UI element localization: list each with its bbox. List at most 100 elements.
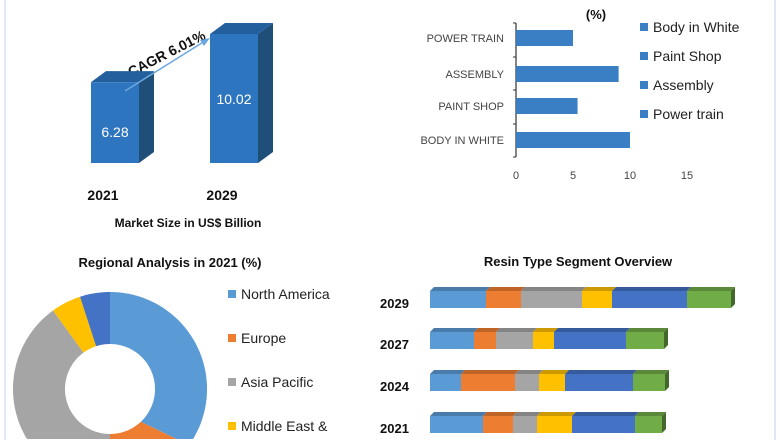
- donut-title: Regional Analysis in 2021 (%): [78, 255, 261, 270]
- x-tick-label: 15: [681, 170, 693, 182]
- segment-top: [430, 412, 487, 416]
- segment-2029-2: [486, 291, 521, 308]
- segment-side: [731, 287, 735, 308]
- bar-2021: [91, 82, 139, 163]
- market-size-chart: CAGR 6.01% Market Size in US$ Billion 6.…: [87, 23, 273, 230]
- year-label: 2029: [206, 187, 237, 203]
- segment-side: [662, 412, 666, 433]
- segment-top: [612, 287, 691, 291]
- segment-2029-6: [687, 291, 731, 308]
- legend-item: Body in White: [653, 19, 740, 35]
- legend-item: Paint Shop: [653, 48, 722, 64]
- bar-2029: [210, 34, 258, 163]
- segment-top: [537, 412, 576, 416]
- segment-top: [474, 328, 500, 332]
- legend-item: North America: [241, 286, 330, 302]
- donut-slice-middle-east-: [53, 296, 97, 353]
- hbar-title: (%): [586, 7, 606, 22]
- segment-2027-3: [496, 332, 533, 349]
- year-label: 2027: [380, 337, 409, 352]
- segment-2029-3: [521, 291, 582, 308]
- segment-side: [665, 370, 669, 391]
- segment-top: [483, 412, 517, 416]
- segment-2021-4: [537, 416, 572, 433]
- segment-2027-6: [626, 332, 664, 349]
- segment-2021-5: [572, 416, 635, 433]
- segment-top: [486, 287, 525, 291]
- legend-swatch: [640, 81, 648, 89]
- segment-2021-3: [513, 416, 537, 433]
- legend-swatch: [228, 378, 236, 386]
- legend-swatch: [640, 23, 648, 31]
- legend-item: Europe: [241, 330, 286, 346]
- segment-top: [687, 287, 735, 291]
- year-label: 2024: [380, 379, 410, 394]
- category-label: ASSEMBLY: [446, 69, 505, 81]
- segment-2024-6: [633, 374, 665, 391]
- segment-2027-4: [533, 332, 554, 349]
- segment-2021-2: [483, 416, 513, 433]
- segment-2021-1: [430, 416, 483, 433]
- bar-value-label: 10.02: [216, 91, 251, 107]
- resin-segment-chart: Resin Type Segment Overview 2029 2027 2024…: [380, 254, 735, 436]
- segment-2024-2: [461, 374, 515, 391]
- process-share-chart: (%) POWER TRAIN ASSEMBLY PAINT SHOP BODY IN…: [420, 7, 739, 182]
- legend-item: Asia Pacific: [241, 374, 313, 390]
- segment-2024-4: [539, 374, 565, 391]
- resin-title: Resin Type Segment Overview: [484, 254, 673, 269]
- segment-top: [515, 370, 543, 374]
- segment-top: [430, 328, 478, 332]
- segment-top: [513, 412, 541, 416]
- bar-top: [91, 71, 154, 83]
- category-label: POWER TRAIN: [427, 33, 504, 45]
- legend-swatch: [228, 422, 236, 430]
- segment-top: [461, 370, 519, 374]
- bar-value-label: 6.28: [101, 124, 128, 140]
- left-border: [4, 0, 6, 440]
- segment-2029-4: [582, 291, 612, 308]
- bar-top: [210, 23, 273, 34]
- segment-2029-1: [430, 291, 486, 308]
- hbar-body-in-white: [516, 132, 630, 148]
- hbar-assembly: [516, 66, 619, 82]
- cagr-arrow: [124, 40, 206, 92]
- legend-item: Assembly: [653, 77, 714, 93]
- segment-side: [664, 328, 668, 349]
- segment-2024-1: [430, 374, 461, 391]
- segment-2024-5: [565, 374, 633, 391]
- segment-top: [430, 370, 465, 374]
- donut-slice-europe: [110, 421, 177, 439]
- segment-2027-5: [554, 332, 626, 349]
- segment-top: [626, 328, 668, 332]
- hbar-power-train: [516, 30, 573, 46]
- bar-side: [258, 23, 273, 163]
- donut-slice-other: [80, 292, 110, 347]
- segment-top: [430, 287, 490, 291]
- segment-2021-6: [635, 416, 662, 433]
- legend-item: Middle East &: [241, 418, 328, 434]
- donut-slice-north-america: [110, 292, 207, 439]
- bar-side: [139, 71, 154, 163]
- cagr-arrowhead: [200, 38, 210, 46]
- year-label: 2021: [87, 187, 118, 203]
- segment-2029-5: [612, 291, 687, 308]
- segment-2024-3: [515, 374, 539, 391]
- legend-item: Power train: [653, 106, 724, 122]
- segment-top: [633, 370, 669, 374]
- category-label: BODY IN WHITE: [420, 135, 504, 147]
- right-border: [774, 0, 776, 440]
- segment-top: [533, 328, 558, 332]
- x-tick-label: 0: [513, 170, 519, 182]
- category-label: PAINT SHOP: [438, 101, 504, 113]
- segment-top: [572, 412, 639, 416]
- year-label: 2021: [380, 421, 409, 436]
- market-xlabel: Market Size in US$ Billion: [115, 216, 262, 230]
- regional-donut-chart: Regional Analysis in 2021 (%) North Amer…: [13, 255, 330, 439]
- legend-swatch: [640, 52, 648, 60]
- segment-2027-2: [474, 332, 496, 349]
- legend-swatch: [640, 110, 648, 118]
- segment-top: [635, 412, 666, 416]
- segment-top: [582, 287, 616, 291]
- segment-top: [496, 328, 537, 332]
